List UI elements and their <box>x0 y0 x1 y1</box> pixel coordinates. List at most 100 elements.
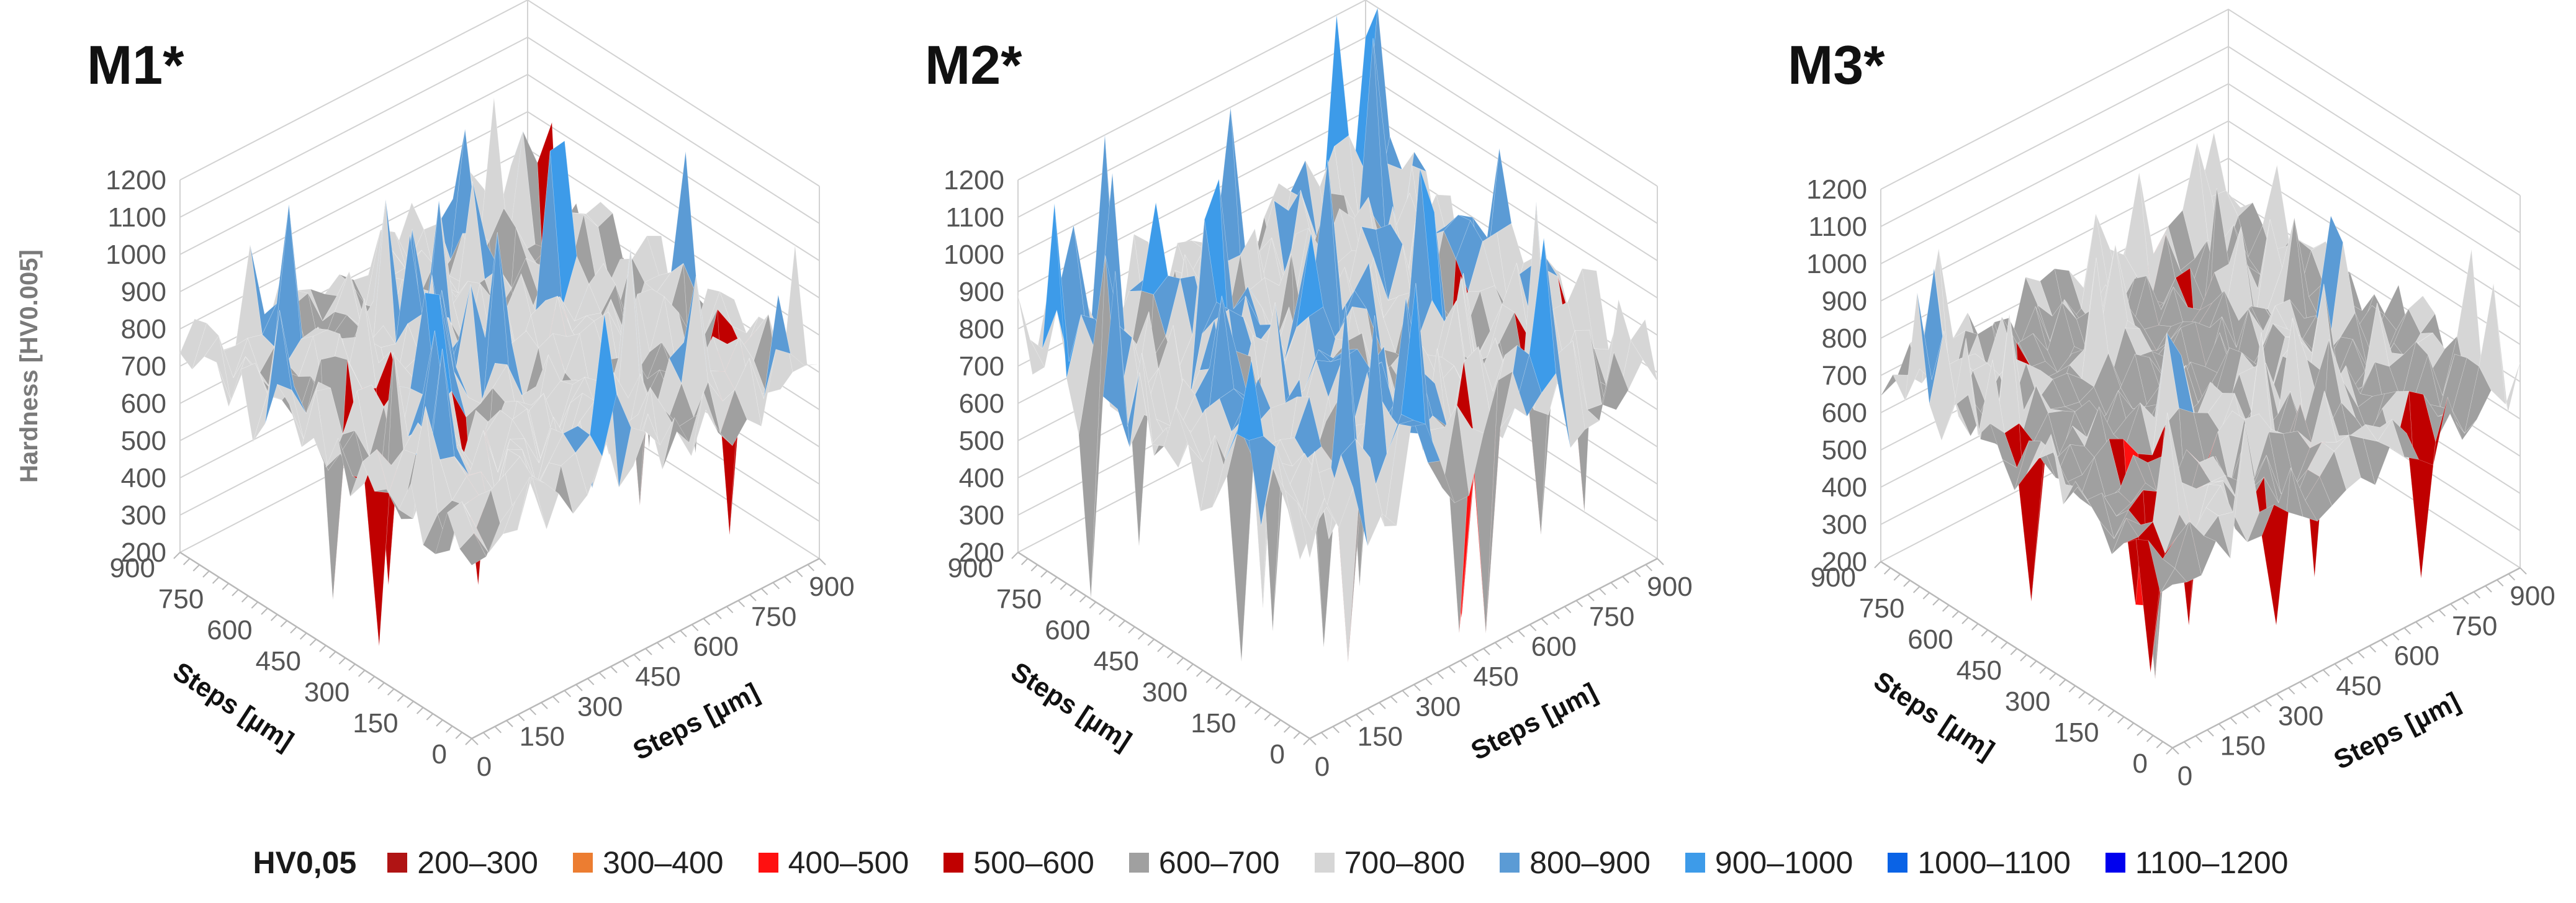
y-tick-mark <box>2156 741 2164 748</box>
x-tick-mark <box>552 696 560 704</box>
z-tick-label: 1000 <box>106 240 166 270</box>
x-tick-mark <box>1355 714 1363 722</box>
y-tick-mark <box>1283 726 1291 733</box>
legend-item: 1000–1100 <box>1888 845 2071 881</box>
y-tick-mark <box>270 614 278 621</box>
legend-label: 1000–1100 <box>1917 845 2071 880</box>
surface-facet <box>2232 423 2260 543</box>
surface-facet <box>1297 498 1325 559</box>
surface-facet <box>2377 418 2405 457</box>
x-tick-label: 300 <box>577 691 623 722</box>
y-tick-label: 750 <box>996 584 1042 614</box>
surface <box>1880 132 2521 679</box>
surface-facet <box>2025 363 2053 400</box>
surface-facet <box>2428 354 2455 407</box>
surface-facet <box>2392 419 2420 460</box>
x-tick-mark <box>2195 735 2203 743</box>
z-tick-label: 1100 <box>1808 212 1867 242</box>
x-tick-mark <box>587 678 595 686</box>
y-tick-label: 300 <box>2005 686 2050 717</box>
x-tick-label: 0 <box>477 752 492 782</box>
z-tick-label: 1200 <box>943 165 1004 195</box>
panel-title: M2* <box>925 34 1022 96</box>
y-tick-mark <box>1952 611 1960 618</box>
y-tick-mark <box>338 657 346 665</box>
y-tick-mark <box>202 570 210 578</box>
legend-label: 800–900 <box>1529 845 1651 880</box>
x-tick-label: 750 <box>751 601 796 632</box>
x-tick-mark <box>703 618 711 626</box>
y-tick-mark <box>1040 570 1048 578</box>
y-tick-label: 600 <box>207 615 252 645</box>
y-tick-mark <box>2117 716 2125 724</box>
y-tick-mark <box>1971 623 1979 631</box>
z-tick-label: 700 <box>121 351 166 382</box>
surface-facet <box>1227 425 1254 662</box>
surface-facet <box>1189 220 1217 399</box>
surface-facet <box>2246 504 2274 542</box>
y-tick-label: 750 <box>1859 593 1904 624</box>
x-tick-mark <box>2276 693 2284 701</box>
surface-facet <box>1427 460 1455 503</box>
z-tick-label: 200 <box>1822 547 1867 577</box>
y-tick-mark <box>1108 614 1116 621</box>
z-tick-label: 800 <box>121 314 166 344</box>
x-tick-mark <box>1390 696 1398 704</box>
x-tick-mark <box>807 564 815 572</box>
y-tick-mark <box>2039 667 2047 674</box>
y-tick-mark <box>212 577 220 584</box>
surface-facet <box>1943 331 1971 436</box>
y-tick-mark <box>1166 651 1174 658</box>
surface-facet <box>1129 353 1157 447</box>
surface-facet <box>1572 340 1600 430</box>
y-tick-mark <box>407 701 414 708</box>
y-tick-mark <box>173 552 181 559</box>
surface-facet <box>2123 536 2151 673</box>
surface-facet <box>1478 346 1505 416</box>
x-tick-label: 600 <box>2394 641 2439 672</box>
surface-facet <box>695 276 723 402</box>
surface-facet <box>1127 353 1155 456</box>
legend-item: 200–300 <box>387 845 538 881</box>
surface-facet <box>301 391 329 470</box>
z-tick-label: 200 <box>959 537 1004 568</box>
surface-facet <box>1294 396 1322 459</box>
y-tick-mark <box>1903 580 1911 587</box>
x-tick-mark <box>471 738 479 745</box>
legend-swatch <box>572 853 593 873</box>
x-tick-mark <box>1402 690 1410 698</box>
x-tick-mark <box>714 612 722 619</box>
surface-facet <box>2217 410 2245 487</box>
surface-facet <box>2140 333 2168 456</box>
y-tick-mark <box>1254 707 1262 714</box>
y-tick-label: 900 <box>110 553 155 583</box>
y-tick-mark <box>280 620 288 627</box>
x-tick-mark <box>691 624 699 632</box>
legend-item: 300–400 <box>572 845 724 881</box>
y-tick-label: 450 <box>1957 655 2002 686</box>
surface-facet <box>325 438 353 476</box>
y-tick-label: 0 <box>1270 739 1285 770</box>
surface-facet <box>1989 423 2017 469</box>
surface-facet <box>1384 424 1412 527</box>
y-tick-mark <box>455 732 463 739</box>
y-tick-mark <box>1196 670 1204 677</box>
z-tick-label: 700 <box>1822 361 1867 391</box>
z-tick-label: 300 <box>959 500 1004 531</box>
y-tick-mark <box>1922 592 1930 600</box>
z-tick-label: 400 <box>959 463 1004 493</box>
y-tick-label: 450 <box>256 646 301 676</box>
surface-facet <box>2002 440 2030 491</box>
y-tick-mark <box>1089 601 1097 609</box>
x-tick-mark <box>2485 585 2492 593</box>
surface-facet <box>2307 441 2335 477</box>
z-tick-label: 600 <box>959 389 1004 419</box>
x-tick-mark <box>1610 582 1618 590</box>
x-tick-label: 150 <box>1358 722 1403 752</box>
x-tick-mark <box>772 582 780 590</box>
surface-facet <box>1398 420 1426 427</box>
surface-facet <box>574 283 601 321</box>
legend: HV0,05 200–300 300–400 400–500 500–600 6… <box>0 835 2576 891</box>
y-tick-mark <box>1264 713 1272 721</box>
surface <box>1017 7 1658 663</box>
